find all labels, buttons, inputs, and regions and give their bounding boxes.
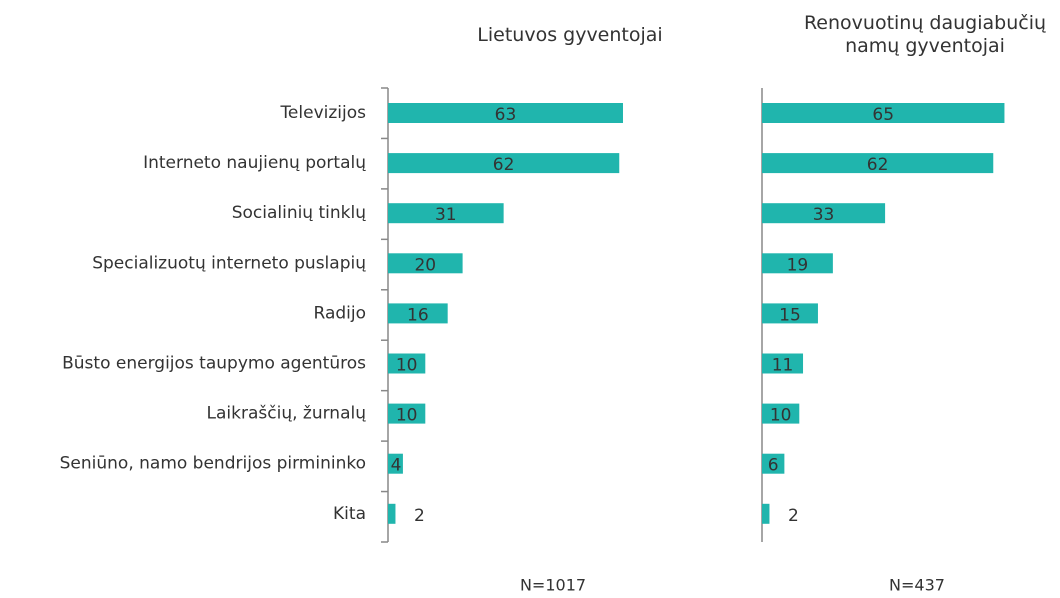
bar bbox=[388, 253, 463, 274]
category-label: Radijo bbox=[314, 303, 367, 323]
data-label: 2 bbox=[788, 506, 799, 526]
bar bbox=[388, 353, 426, 374]
bar bbox=[388, 453, 403, 474]
bar bbox=[388, 203, 504, 224]
bar bbox=[762, 203, 886, 224]
data-label: 65 bbox=[872, 105, 894, 125]
data-label: 10 bbox=[770, 406, 792, 426]
category-label: Interneto naujienų portalų bbox=[143, 153, 366, 173]
bar bbox=[762, 303, 818, 324]
data-label: 63 bbox=[495, 105, 517, 125]
data-label: 11 bbox=[772, 356, 794, 376]
data-label: 62 bbox=[493, 155, 515, 175]
category-label: Laikraščių, žurnalų bbox=[207, 404, 367, 424]
data-label: 31 bbox=[435, 205, 457, 225]
category-label: Socialinių tinklų bbox=[232, 203, 367, 223]
category-label: Būsto energijos taupymo agentūros bbox=[62, 354, 366, 374]
data-label: 2 bbox=[414, 506, 425, 526]
bar bbox=[388, 103, 623, 123]
bar bbox=[762, 103, 1005, 123]
panel-note: N=437 bbox=[889, 576, 945, 595]
bar bbox=[388, 153, 620, 174]
bar bbox=[388, 503, 396, 524]
data-label: 20 bbox=[414, 255, 436, 275]
data-label: 4 bbox=[391, 456, 402, 476]
category-label: Specializuotų interneto puslapių bbox=[92, 253, 366, 273]
panel-note: N=1017 bbox=[520, 576, 586, 595]
data-label: 15 bbox=[779, 305, 801, 325]
data-label: 6 bbox=[768, 456, 779, 476]
data-label: 33 bbox=[813, 205, 835, 225]
bar bbox=[388, 403, 426, 424]
panel-title: Lietuvos gyventojai bbox=[477, 24, 663, 46]
bar bbox=[762, 453, 785, 474]
data-label: 10 bbox=[396, 406, 418, 426]
data-label: 16 bbox=[407, 305, 429, 325]
bar bbox=[762, 503, 770, 524]
data-label: 10 bbox=[396, 356, 418, 376]
bar bbox=[762, 153, 994, 174]
bar bbox=[762, 403, 800, 424]
bar bbox=[388, 303, 448, 324]
panel-title: Renovuotinų daugiabučių namų gyventojai bbox=[803, 12, 1047, 57]
data-label: 62 bbox=[867, 155, 889, 175]
bar bbox=[762, 253, 833, 274]
bar bbox=[762, 353, 804, 374]
category-label: Televizijos bbox=[279, 103, 366, 123]
category-label: Seniūno, namo bendrijos pirmininko bbox=[60, 454, 366, 474]
data-label: 19 bbox=[787, 255, 809, 275]
category-label: Kita bbox=[333, 504, 366, 524]
